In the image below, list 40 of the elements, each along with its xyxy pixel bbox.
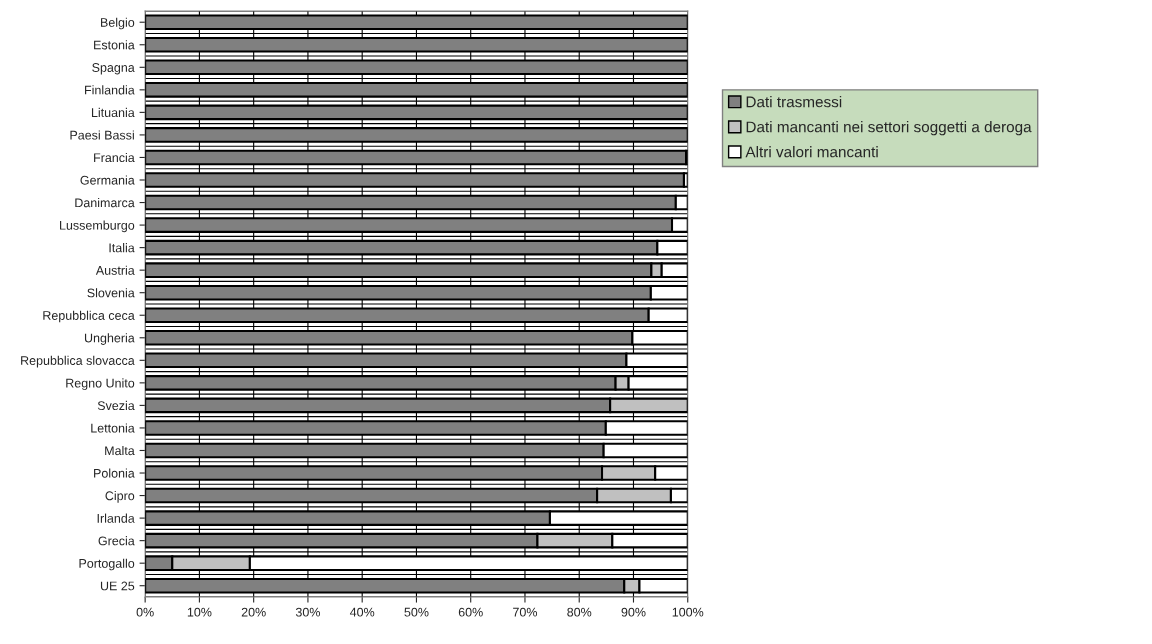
- legend-label: Dati trasmessi: [746, 96, 842, 108]
- y-tick-label: Grecia: [98, 536, 135, 546]
- y-tick-label: Slovenia: [87, 288, 135, 298]
- x-tick-label: 50%: [404, 607, 429, 617]
- x-tick-label: 70%: [513, 607, 538, 617]
- y-tick-label: Irlanda: [97, 513, 135, 523]
- y-tick-label: UE 25: [100, 581, 135, 591]
- y-tick-label: Lettonia: [91, 423, 135, 433]
- y-tick-label: Danimarca: [75, 198, 135, 208]
- y-tick-label: Portogallo: [79, 558, 135, 571]
- legend-label: Dati mancanti nei settori soggetti a deroga: [746, 121, 1032, 136]
- x-tick-label: 0%: [136, 607, 154, 617]
- y-tick-label: Polonia: [94, 468, 135, 478]
- y-tick-label: Ungheria: [84, 333, 135, 345]
- y-tick-label: Svezia: [97, 400, 135, 411]
- y-tick-label: Belgio: [101, 17, 135, 30]
- y-tick-label: Germania: [80, 175, 135, 185]
- y-tick-label: Lussemburgo: [60, 220, 135, 233]
- x-tick-label: 80%: [567, 607, 592, 617]
- x-tick-label: 40%: [349, 607, 375, 617]
- x-tick-label: 90%: [621, 607, 646, 617]
- x-tick-label: 10%: [187, 607, 212, 617]
- y-tick-label: Austria: [95, 265, 135, 275]
- x-tick-label: 100%: [672, 607, 704, 617]
- x-tick-label: 30%: [295, 607, 320, 617]
- legend-label: Altri valori mancanti: [745, 146, 878, 158]
- y-tick-label: Estonia: [94, 40, 135, 50]
- y-tick-label: Repubblica slovacca: [21, 355, 135, 368]
- x-tick-label: 60%: [458, 607, 483, 617]
- y-tick-label: Lituania: [91, 107, 135, 118]
- y-tick-label: Cipro: [105, 491, 135, 503]
- y-tick-label: Repubblica ceca: [43, 310, 135, 323]
- y-tick-label: Regno Unito: [66, 378, 135, 390]
- y-tick-label: Malta: [105, 445, 135, 456]
- y-tick-label: Italia: [109, 243, 135, 253]
- y-tick-label: Francia: [94, 152, 135, 163]
- y-tick-label: Finlandia: [85, 85, 135, 95]
- x-tick-label: 20%: [241, 607, 266, 617]
- y-tick-label: Spagna: [92, 63, 135, 75]
- y-tick-label: Paesi Bassi: [70, 130, 134, 140]
